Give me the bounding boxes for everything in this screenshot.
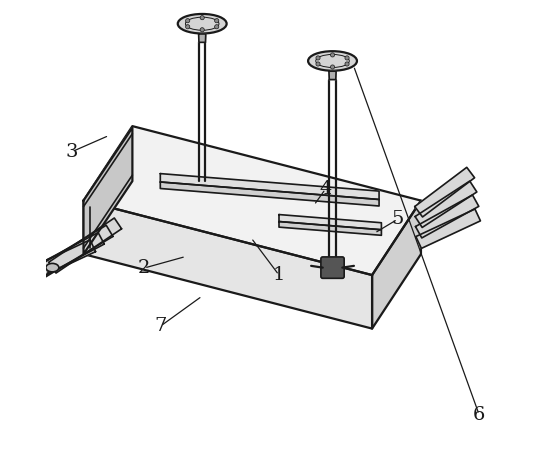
Circle shape bbox=[316, 62, 320, 66]
Polygon shape bbox=[279, 215, 382, 230]
Circle shape bbox=[345, 56, 349, 60]
Text: 5: 5 bbox=[392, 210, 404, 228]
Polygon shape bbox=[199, 34, 206, 42]
Circle shape bbox=[330, 53, 335, 57]
Polygon shape bbox=[39, 225, 113, 277]
Polygon shape bbox=[416, 195, 479, 238]
Polygon shape bbox=[49, 218, 122, 273]
Ellipse shape bbox=[35, 268, 49, 276]
Polygon shape bbox=[160, 174, 379, 200]
Polygon shape bbox=[279, 221, 382, 236]
Circle shape bbox=[186, 24, 190, 29]
Polygon shape bbox=[160, 182, 379, 206]
Text: 6: 6 bbox=[473, 406, 485, 424]
Ellipse shape bbox=[46, 263, 59, 272]
Circle shape bbox=[215, 18, 219, 23]
Polygon shape bbox=[416, 209, 480, 248]
Polygon shape bbox=[84, 128, 132, 254]
Polygon shape bbox=[329, 71, 336, 80]
Circle shape bbox=[316, 56, 320, 60]
Circle shape bbox=[345, 62, 349, 66]
Polygon shape bbox=[18, 240, 95, 285]
Text: 1: 1 bbox=[273, 266, 285, 284]
Circle shape bbox=[215, 24, 219, 29]
Polygon shape bbox=[415, 181, 477, 227]
Text: 7: 7 bbox=[154, 317, 166, 335]
Polygon shape bbox=[415, 167, 475, 217]
FancyBboxPatch shape bbox=[321, 257, 344, 278]
Ellipse shape bbox=[308, 51, 357, 71]
Ellipse shape bbox=[15, 275, 28, 284]
Circle shape bbox=[330, 65, 335, 69]
Circle shape bbox=[200, 28, 204, 32]
Circle shape bbox=[200, 16, 204, 20]
Text: 4: 4 bbox=[319, 180, 332, 198]
Polygon shape bbox=[84, 201, 372, 329]
Text: 2: 2 bbox=[138, 259, 150, 277]
Polygon shape bbox=[84, 126, 421, 275]
Text: 3: 3 bbox=[66, 143, 78, 161]
Polygon shape bbox=[28, 233, 104, 281]
Circle shape bbox=[186, 18, 190, 23]
Ellipse shape bbox=[25, 271, 38, 280]
Ellipse shape bbox=[178, 14, 227, 33]
Polygon shape bbox=[372, 201, 421, 329]
